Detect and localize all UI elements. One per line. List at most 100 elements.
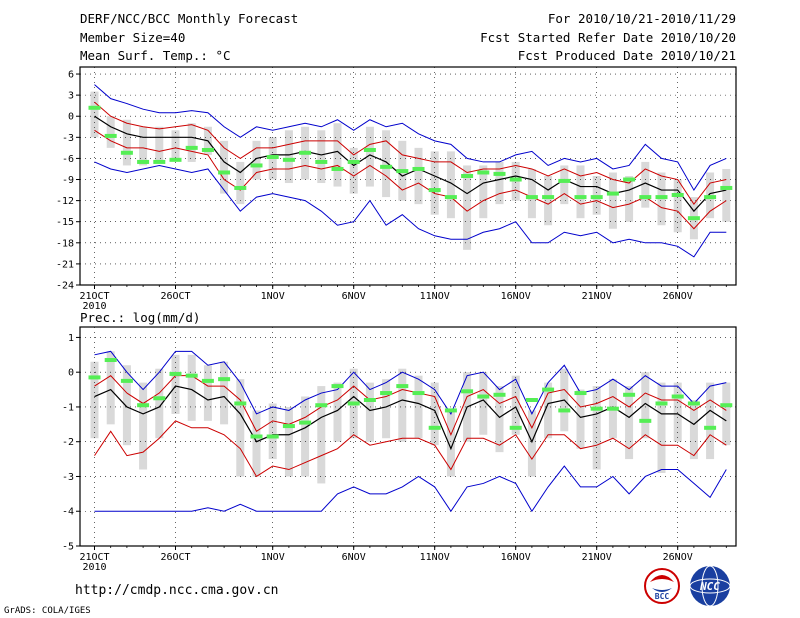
ncc-logo-latitude (689, 578, 731, 594)
prec-spread-box-23 (446, 410, 455, 477)
forecast-produced-date: Fcst Produced Date 2010/10/21 (517, 48, 736, 63)
temp-spread-box-3 (122, 119, 131, 166)
temp-spread-box-24 (463, 165, 472, 250)
temp-ytick-label: 0 (68, 112, 74, 123)
prec-ensemble-marker-16 (331, 384, 344, 389)
prec-xtick-label: 6NOV (342, 552, 366, 563)
prec-ensemble-marker-12 (266, 434, 279, 439)
prec-spread-box-27 (511, 375, 520, 435)
prec-spread-box-25 (479, 372, 488, 435)
temp-ensemble-marker-8 (201, 147, 214, 152)
prec-ensemble-marker-35 (639, 418, 652, 423)
prec-spread-box-13 (284, 406, 293, 477)
prec-spread-box-26 (495, 386, 504, 453)
prec-ensemble-marker-10 (234, 401, 247, 406)
ncc-logo-globe (690, 566, 730, 606)
prec-ensemble-marker-25 (477, 394, 490, 399)
ncc-logo-text: NCC (699, 580, 720, 593)
prec-line-p_lower (94, 420, 727, 478)
prec-ensemble-marker-28 (525, 398, 538, 402)
temp-spread-box-1 (90, 91, 99, 138)
bcc-logo-text: BCC (655, 592, 670, 601)
member-size: Member Size=40 (80, 30, 186, 45)
variable-label-temperature: Mean Surf. Temp.: °C (80, 48, 231, 63)
prec-spread-box-31 (576, 389, 585, 449)
prec-ensemble-marker-38 (687, 401, 700, 406)
temp-ensemble-marker-10 (234, 185, 247, 190)
prec-ensemble-marker-22 (428, 425, 441, 430)
bcc-logo: BCC (644, 568, 680, 604)
temp-ytick-label: -3 (62, 133, 74, 144)
temp-spread-box-13 (284, 130, 293, 184)
prec-spread-box-9 (220, 361, 229, 425)
temp-spread-box-15 (317, 130, 326, 184)
temp-xtick-label: 21NOV (582, 291, 612, 302)
prec-ensemble-marker-20 (396, 384, 409, 389)
temp-ytick-label: -15 (56, 217, 74, 228)
temp-line-min (94, 161, 727, 258)
prec-spread-box-10 (236, 379, 245, 477)
prec-plot-frame (79, 326, 737, 547)
temp-ensemble-marker-22 (428, 188, 441, 193)
temp-ensemble-marker-13 (282, 157, 295, 162)
temp-ensemble-marker-38 (687, 216, 700, 221)
temp-spread-box-26 (495, 161, 504, 205)
prec-spread-box-34 (625, 386, 634, 460)
temp-spread-box-16 (333, 123, 342, 187)
prec-ensemble-marker-32 (590, 406, 603, 411)
prec-ensemble-marker-13 (282, 424, 295, 429)
temp-ensemble-marker-26 (493, 171, 506, 176)
temp-spread-box-21 (414, 147, 423, 205)
prec-spread-box-16 (333, 382, 342, 442)
temp-spread-box-22 (430, 151, 439, 215)
temp-spread-box-25 (479, 165, 488, 219)
source-url[interactable]: http://cmdp.ncc.cma.gov.cn (75, 583, 279, 598)
temp-spread-box-34 (625, 176, 634, 222)
temp-ytick-label: 6 (68, 70, 74, 81)
temp-ensemble-marker-6 (169, 157, 182, 162)
prec-ensemble-marker-8 (201, 378, 214, 383)
temp-ensemble-marker-20 (396, 169, 409, 174)
prec-spread-box-4 (139, 382, 148, 470)
temp-spread-box-7 (187, 123, 196, 162)
prec-ensemble-marker-19 (380, 391, 393, 396)
prec-ensemble-marker-40 (720, 403, 733, 408)
prec-spread-box-6 (171, 354, 180, 414)
grads-credit: GrADS: COLA/IGES (4, 606, 91, 616)
prec-spread-box-18 (365, 382, 374, 442)
prec-spread-box-20 (398, 368, 407, 442)
temp-line-mean (94, 115, 727, 213)
temp-ensemble-marker-9 (218, 170, 231, 175)
prec-spread-box-11 (252, 410, 261, 477)
prec-xtick-label: 26OCT (160, 552, 190, 563)
temp-spread-box-17 (349, 147, 358, 194)
prec-spread-box-22 (430, 382, 439, 446)
prec-panel-title: Prec.: log(mm/d) (80, 310, 200, 325)
temp-xtick-label: 16NOV (501, 291, 531, 302)
prec-ensemble-marker-33 (606, 406, 619, 411)
prec-ensemble-marker-36 (655, 401, 668, 406)
temp-ensemble-marker-1 (88, 105, 101, 110)
temp-ensemble-marker-16 (331, 166, 344, 171)
prec-ensemble-marker-14 (299, 420, 312, 425)
forecast-period: For 2010/10/21-2010/11/29 (547, 11, 736, 26)
bcc-logo-swirl-red (650, 575, 674, 582)
temp-spread-box-31 (576, 165, 585, 219)
temp-ytick-label: -18 (56, 238, 74, 249)
prec-ensemble-marker-24 (461, 389, 474, 394)
temp-ensemble-marker-23 (444, 195, 457, 200)
temp-xtick-sublabel: 2010 (82, 301, 106, 312)
forecast-start-date: Fcst Started Refer Date 2010/10/20 (480, 30, 736, 45)
temp-ensemble-marker-3 (120, 150, 133, 155)
temp-spread-box-33 (608, 172, 617, 229)
temp-ensemble-marker-39 (704, 195, 717, 200)
prec-xtick-label: 1NOV (261, 552, 285, 563)
prec-ytick-label: -1 (62, 402, 74, 413)
prec-spread-box-2 (106, 351, 115, 425)
prec-spread-box-28 (527, 410, 536, 477)
prec-ensemble-marker-30 (558, 408, 571, 413)
temp-ensemble-marker-5 (153, 159, 166, 164)
temp-spread-box-35 (641, 161, 650, 208)
temp-ensemble-marker-4 (137, 159, 150, 164)
